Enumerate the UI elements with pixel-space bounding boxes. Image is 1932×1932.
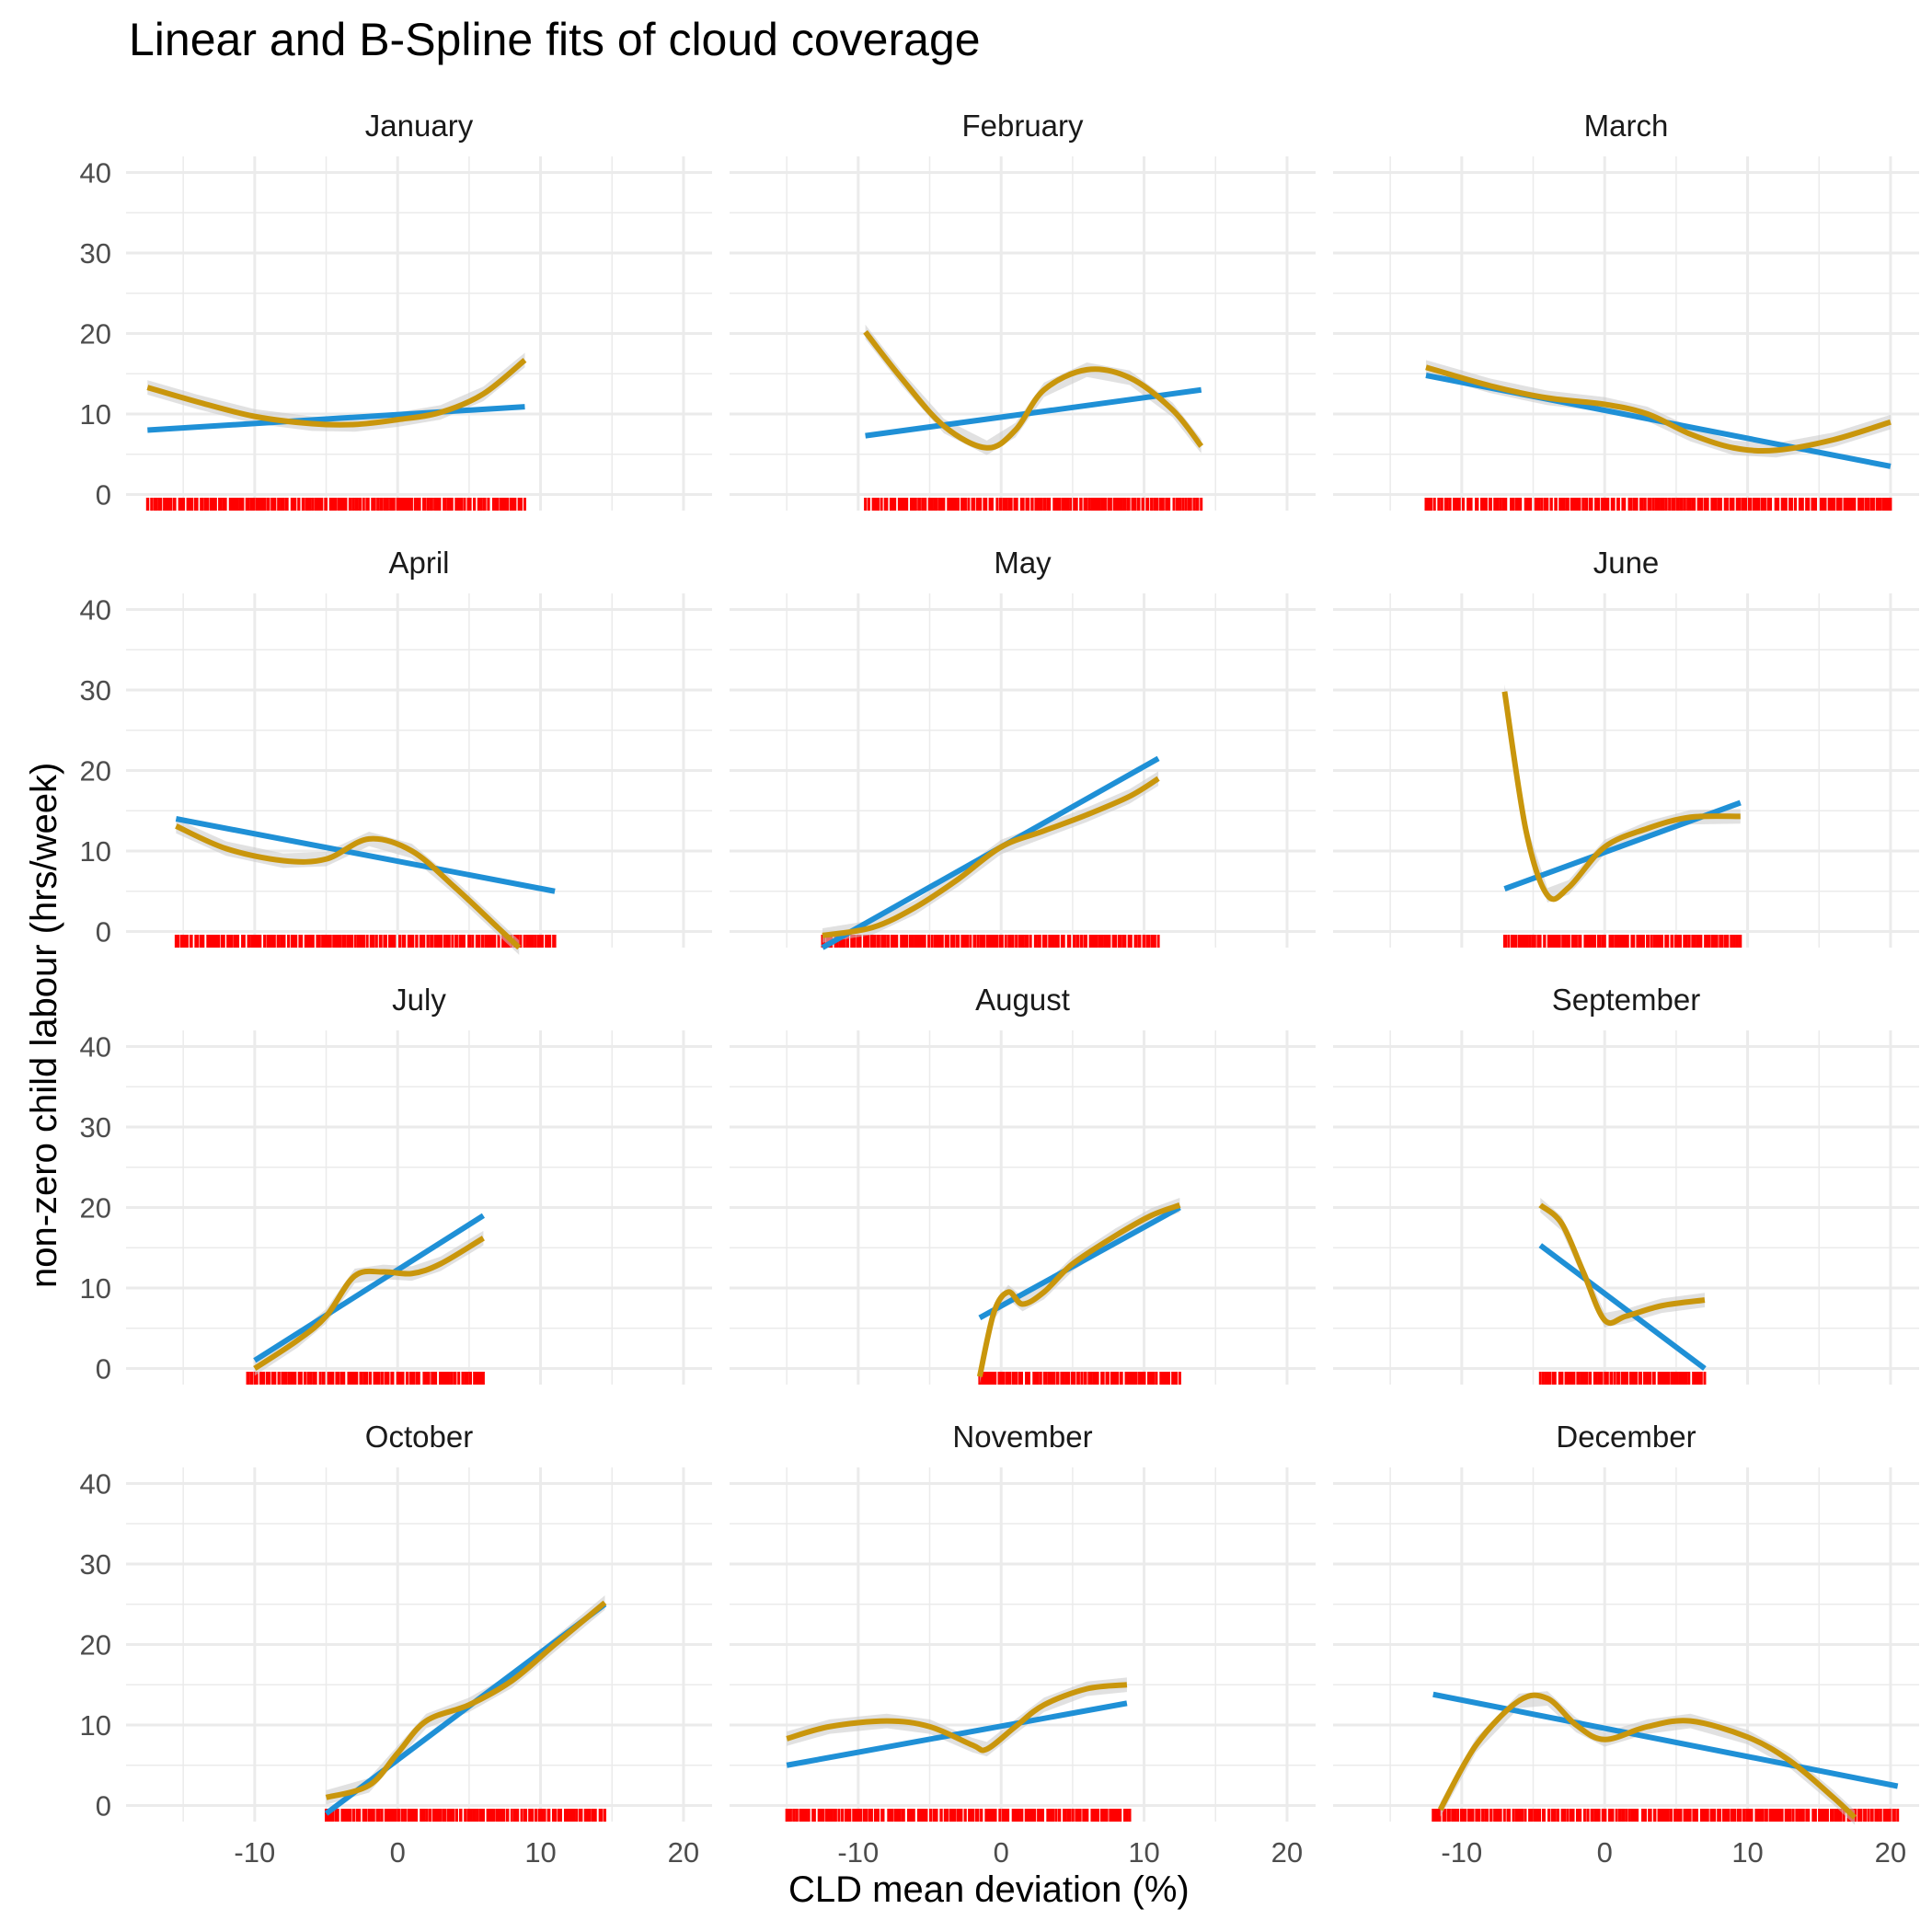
rug-marks	[1432, 1809, 1900, 1822]
facet-panel-june: June	[1333, 546, 1919, 948]
spline-confidence-band	[254, 1230, 484, 1376]
rug-marks	[246, 1372, 485, 1385]
facet-panel-march: March	[1333, 109, 1919, 511]
facet-panel-august: August	[730, 983, 1316, 1385]
facet-panel-december: December -10 0 10 20	[1333, 1420, 1919, 1869]
facet-strip-label: November	[952, 1420, 1092, 1454]
spline-fit-line	[976, 1202, 1181, 1377]
x-tick-label: -10	[837, 1836, 879, 1869]
x-tick-label: 0	[994, 1836, 1009, 1869]
facet-strip-label: December	[1556, 1420, 1696, 1454]
x-tick-label: -10	[234, 1836, 275, 1869]
y-tick-label: 30	[80, 1111, 111, 1144]
spline-fit-line	[863, 329, 1204, 451]
rug-marks	[785, 1809, 1132, 1822]
facet-panel-may: May	[730, 546, 1316, 950]
facet-panel-february: February	[730, 109, 1316, 511]
x-tick-label: 10	[1128, 1836, 1159, 1869]
y-tick-label: 40	[80, 594, 111, 627]
spline-fit-line	[175, 823, 522, 950]
spline-fit-line	[253, 1236, 485, 1372]
facet-panel-january: January 0 10 20 30 40	[80, 109, 712, 512]
spline-confidence-band	[326, 1595, 605, 1805]
rug-marks	[325, 1809, 606, 1822]
spline-fit-line	[1538, 1202, 1706, 1327]
y-tick-label: 10	[80, 1272, 111, 1305]
x-tick-label: 0	[1597, 1836, 1613, 1869]
y-tick-label: 0	[96, 916, 111, 949]
facet-strip-label: May	[994, 546, 1052, 580]
y-tick-label: 0	[96, 1353, 111, 1386]
x-tick-label: 20	[668, 1836, 699, 1869]
y-tick-label: 20	[80, 318, 111, 351]
facet-panel-april: April 0 10 20 30 40	[80, 546, 712, 955]
x-axis-label: CLD mean deviation (%)	[788, 1869, 1190, 1910]
spline-fit-line	[146, 358, 527, 428]
y-tick-label: 0	[96, 479, 111, 512]
linear-fit-line	[978, 1204, 1181, 1321]
facet-panel-july: July 0 10 20 30 40	[80, 983, 712, 1386]
y-tick-label: 30	[80, 674, 111, 707]
rug-marks	[1538, 1372, 1707, 1385]
y-tick-label: 10	[80, 1709, 111, 1742]
y-tick-label: 10	[80, 398, 111, 431]
spline-fit-line	[786, 1682, 1128, 1754]
rug-marks	[145, 498, 526, 511]
linear-fit-line	[1538, 1243, 1707, 1371]
y-tick-label: 40	[80, 1031, 111, 1064]
spline-fit-line	[325, 1600, 607, 1800]
x-tick-label: 0	[390, 1836, 406, 1869]
facet-panel-september: September	[1333, 983, 1919, 1385]
x-tick-label: 10	[1731, 1836, 1763, 1869]
linear-fit-line	[865, 386, 1202, 439]
chart-title: Linear and B-Spline fits of cloud covera…	[129, 14, 981, 65]
y-tick-label: 30	[80, 1548, 111, 1581]
x-tick-label: 10	[524, 1836, 556, 1869]
facet-panel-october: October 0 10 20 30 40 -10 0 10 20	[80, 1420, 712, 1869]
y-tick-label: 20	[80, 1192, 111, 1225]
y-tick-label: 40	[80, 1468, 111, 1501]
linear-fit-line	[175, 816, 556, 894]
linear-fit-line	[786, 1700, 1128, 1768]
spline-fit-line	[1425, 364, 1892, 454]
spline-fit-line	[1501, 691, 1741, 903]
linear-fit-line	[253, 1213, 486, 1363]
facet-strip-label: October	[365, 1420, 473, 1454]
y-tick-label: 0	[96, 1790, 111, 1823]
facet-strip-label: September	[1552, 983, 1700, 1017]
x-tick-label: 20	[1271, 1836, 1303, 1869]
y-tick-label: 10	[80, 835, 111, 868]
rug-marks	[864, 498, 1203, 511]
facet-strip-label: February	[961, 109, 1084, 143]
y-tick-label: 20	[80, 1629, 111, 1662]
facet-strip-label: January	[365, 109, 474, 143]
x-tick-label: -10	[1441, 1836, 1482, 1869]
linear-fit-line	[147, 404, 525, 433]
y-tick-label: 30	[80, 237, 111, 270]
facet-strip-label: June	[1593, 546, 1660, 580]
facet-strip-label: July	[392, 983, 446, 1017]
spline-fit-line	[822, 776, 1160, 938]
rug-marks	[978, 1372, 1181, 1385]
spline-confidence-band	[1504, 684, 1741, 903]
y-tick-label: 40	[80, 157, 111, 190]
facet-panel-november: November -10 0 10 20	[730, 1420, 1316, 1869]
rug-marks	[1502, 935, 1742, 948]
facet-strip-label: August	[975, 983, 1070, 1017]
rug-marks	[1424, 498, 1892, 511]
spline-confidence-band	[176, 819, 520, 955]
y-tick-label: 20	[80, 755, 111, 788]
facet-strip-label: March	[1584, 109, 1669, 143]
rug-marks	[821, 935, 1160, 948]
rug-marks	[174, 935, 557, 948]
x-tick-label: 20	[1875, 1836, 1906, 1869]
facet-strip-label: April	[388, 546, 449, 580]
linear-fit-line	[1432, 1691, 1899, 1789]
spline-fit-line	[1437, 1692, 1857, 1820]
